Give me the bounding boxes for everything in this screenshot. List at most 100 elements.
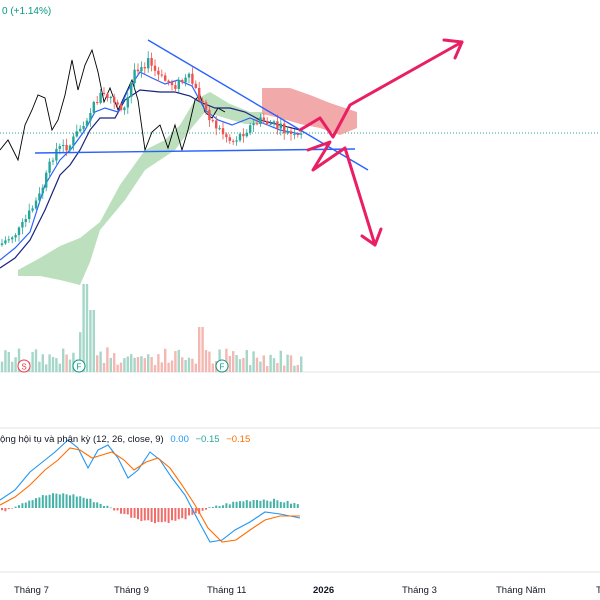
volume-bar-4 xyxy=(14,357,17,372)
macd-histogram-bar-68 xyxy=(232,501,235,508)
x-label-thang-7: Tháng 7 xyxy=(14,585,49,596)
candle-body-57 xyxy=(194,83,197,88)
volume-bar-61 xyxy=(208,351,211,372)
macd-histogram-bar-7 xyxy=(24,502,27,508)
volume-bar-58 xyxy=(198,327,201,372)
macd-histogram-bar-36 xyxy=(123,508,126,515)
macd-histogram-bar-62 xyxy=(211,506,214,508)
volume-bar-38 xyxy=(130,354,133,372)
candle-body-79 xyxy=(269,123,272,125)
x-label-thang-3: Tháng 3 xyxy=(402,585,437,596)
volume-bar-15 xyxy=(51,357,55,372)
event-marker-s[interactable]: S xyxy=(17,359,31,373)
macd-histogram-bar-12 xyxy=(41,495,44,508)
volume-bar-56 xyxy=(191,358,194,372)
candle-body-84 xyxy=(286,131,289,134)
horizontal-support-line xyxy=(34,148,356,154)
macd-histogram-bar-85 xyxy=(290,503,292,508)
macd-histogram-bar-29 xyxy=(99,503,102,508)
macd-value-1: 0.00 xyxy=(170,434,189,445)
candle-body-10 xyxy=(34,200,38,209)
x-label-partial: T xyxy=(596,585,600,596)
volume-bar-28 xyxy=(96,355,99,372)
candle-body-66 xyxy=(225,134,228,138)
volume-bar-23 xyxy=(79,332,82,372)
macd-histogram-bar-72 xyxy=(245,500,248,508)
volume-bar-32 xyxy=(109,357,112,372)
macd-histogram-bar-42 xyxy=(143,508,146,521)
macd-histogram-bar-49 xyxy=(167,508,170,524)
macd-histogram-bar-78 xyxy=(266,500,269,508)
candle-body-73 xyxy=(249,125,252,133)
macd-histogram-bar-26 xyxy=(89,498,92,508)
event-marker-f1-letter: F xyxy=(77,363,82,372)
volume-bar-60 xyxy=(204,350,208,372)
volume-bar-13 xyxy=(45,364,48,372)
volume-bar-87 xyxy=(296,364,299,372)
macd-line xyxy=(0,439,301,543)
candle-body-53 xyxy=(181,80,184,83)
macd-histogram-bar-39 xyxy=(133,508,136,518)
volume-bar-44 xyxy=(150,356,153,372)
volume-bar-5 xyxy=(17,348,21,372)
candle-body-28 xyxy=(96,102,99,104)
volume-bar-16 xyxy=(55,358,58,372)
price-change-text: 0 (+1.14%) xyxy=(2,6,51,17)
volume-bar-48 xyxy=(164,348,167,372)
macd-histogram-bar-65 xyxy=(222,505,224,508)
event-marker-f-1[interactable]: F xyxy=(72,359,86,373)
candle-body-7 xyxy=(24,219,27,223)
volume-bar-62 xyxy=(211,363,214,372)
candle-body-68 xyxy=(232,140,235,142)
candle-body-25 xyxy=(85,120,89,127)
macd-legend[interactable]: ộng hội tụ và phân kỳ (12, 26, close, 9)… xyxy=(0,434,250,445)
macd-histogram-bar-13 xyxy=(45,495,48,508)
volume-bar-30 xyxy=(102,363,106,372)
macd-histogram-bar-71 xyxy=(242,501,245,508)
macd-histogram-bar-51 xyxy=(174,508,177,521)
macd-histogram-bar-48 xyxy=(164,508,167,522)
macd-histogram-bar-33 xyxy=(113,508,116,511)
macd-histogram-bar-77 xyxy=(262,499,265,508)
macd-histogram-bar-58 xyxy=(198,508,201,514)
macd-histogram-bar-75 xyxy=(256,500,258,508)
macd-histogram-bar-79 xyxy=(269,501,272,508)
volume-bar-88 xyxy=(300,356,303,372)
macd-histogram-bar-82 xyxy=(279,501,282,508)
candle-body-61 xyxy=(208,109,211,121)
macd-histogram-bar-40 xyxy=(137,508,139,520)
candle-body-77 xyxy=(262,117,265,122)
candle-body-1 xyxy=(4,240,7,244)
macd-histogram-bar-86 xyxy=(293,503,296,508)
candle-body-67 xyxy=(228,137,231,141)
candle-body-88 xyxy=(300,133,303,135)
volume-bar-76 xyxy=(259,361,262,372)
candle-body-75 xyxy=(255,123,259,125)
volume-bar-18 xyxy=(62,348,65,372)
candle-body-42 xyxy=(143,67,146,69)
volume-bar-83 xyxy=(283,365,286,372)
macd-histogram-bar-52 xyxy=(177,508,180,520)
macd-histogram-bar-83 xyxy=(283,502,286,508)
ichimoku-cloud-bearish xyxy=(262,88,357,135)
volume-bar-51 xyxy=(174,351,177,372)
macd-histogram-bar-69 xyxy=(235,501,238,508)
volume-bar-39 xyxy=(133,357,136,372)
volume-bar-50 xyxy=(170,360,174,372)
descending-resistance-line xyxy=(147,39,369,171)
macd-histogram-bar-31 xyxy=(106,505,109,508)
volume-bar-46 xyxy=(157,354,160,372)
volume-bar-2 xyxy=(7,351,10,372)
candle-body-46 xyxy=(157,70,160,75)
macd-histogram-bar-80 xyxy=(273,498,275,508)
volume-bar-33 xyxy=(113,353,116,372)
event-marker-f-2[interactable]: F xyxy=(215,359,229,373)
volume-bar-69 xyxy=(235,355,238,372)
volume-bar-9 xyxy=(31,352,34,372)
macd-histogram-bar-84 xyxy=(286,500,289,508)
macd-histogram-bar-32 xyxy=(109,507,112,509)
candle-body-71 xyxy=(242,133,245,137)
candle-body-35 xyxy=(119,104,123,111)
candle-body-70 xyxy=(238,133,242,141)
